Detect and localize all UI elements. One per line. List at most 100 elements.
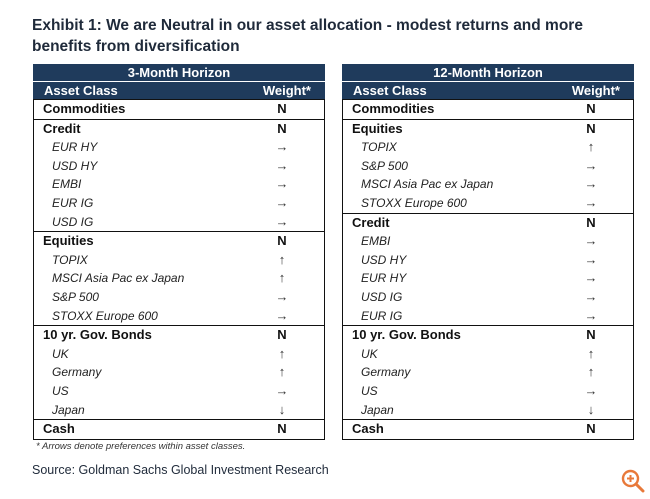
sub-asset-label: Japan: [52, 402, 85, 417]
sub-asset-label: USD IG: [52, 214, 94, 229]
preference-arrow-icon: →: [275, 194, 289, 210]
asset-class-row: 10 yr. Gov. Bonds N: [343, 326, 633, 345]
preference-arrow-icon: →: [584, 194, 598, 210]
sub-asset-label: S&P 500: [52, 289, 99, 304]
asset-class-row: Commodities N: [343, 100, 633, 119]
sub-asset-row: UK ↑: [34, 345, 324, 364]
sub-asset-row: EUR HY →: [343, 269, 633, 288]
asset-class-row: Cash N: [34, 420, 324, 439]
preference-arrow-icon: →: [275, 382, 289, 398]
weight-value: N: [277, 327, 287, 343]
asset-class-label: Cash: [43, 421, 75, 437]
weight-value: N: [586, 101, 596, 116]
footnote: * Arrows denote preferences within asset…: [36, 441, 246, 452]
sub-asset-row: Germany ↑: [34, 363, 324, 382]
asset-class-row: Equities N: [34, 232, 324, 251]
asset-class-label: Equities: [43, 233, 94, 249]
sub-asset-label: STOXX Europe 600: [361, 195, 467, 210]
asset-groups: Commodities N Credit N EUR HY → USD HY → EMBI → EU…: [33, 99, 325, 440]
column-header-row: Asset Class Weight*: [342, 82, 634, 99]
asset-class-header: Asset Class: [44, 83, 118, 98]
preference-arrow-icon: →: [584, 176, 598, 192]
preference-arrow-icon: →: [275, 288, 289, 304]
asset-group: Equities N TOPIX ↑ S&P 500 → MSCI Asia Pac ex …: [342, 119, 634, 214]
sub-asset-row: US →: [343, 382, 633, 401]
sub-asset-row: US →: [34, 382, 324, 401]
preference-arrow-icon: →: [275, 307, 289, 323]
sub-asset-label: USD HY: [52, 158, 98, 173]
preference-arrow-icon: ↑: [278, 270, 286, 286]
preference-arrow-icon: →: [275, 176, 289, 192]
column-header-row: Asset Class Weight*: [33, 82, 325, 99]
sub-asset-row: USD HY →: [343, 251, 633, 270]
sub-asset-label: EUR HY: [52, 140, 98, 155]
asset-groups: Commodities N Equities N TOPIX ↑ S&P 500 → MSCI …: [342, 99, 634, 440]
preference-arrow-icon: ↑: [278, 364, 286, 380]
sub-asset-label: EMBI: [52, 177, 82, 192]
preference-arrow-icon: →: [275, 139, 289, 155]
asset-class-label: Cash: [352, 421, 384, 437]
sub-asset-row: USD IG →: [34, 213, 324, 232]
asset-class-label: Credit: [43, 120, 81, 136]
sub-asset-label: US: [52, 383, 69, 398]
preference-arrow-icon: →: [584, 382, 598, 398]
sub-asset-label: TOPIX: [52, 252, 88, 267]
asset-class-label: Equities: [352, 120, 403, 136]
sub-asset-row: STOXX Europe 600 →: [343, 194, 633, 213]
asset-class-row: Equities N: [343, 120, 633, 139]
sub-asset-label: MSCI Asia Pac ex Japan: [361, 177, 494, 192]
weight-value: N: [277, 120, 287, 136]
sub-asset-row: Germany ↑: [343, 363, 633, 382]
sub-asset-label: USD IG: [361, 289, 403, 304]
source-line: Source: Goldman Sachs Global Investment …: [32, 463, 329, 477]
preference-arrow-icon: ↓: [587, 401, 595, 417]
asset-group: Cash N: [342, 420, 634, 440]
sub-asset-label: UK: [361, 346, 378, 361]
table-12-month: 12-Month Horizon Asset Class Weight* Com…: [342, 64, 634, 440]
preference-arrow-icon: →: [584, 270, 598, 286]
preference-arrow-icon: ↑: [587, 139, 595, 155]
sub-asset-row: UK ↑: [343, 345, 633, 364]
horizon-header: 3-Month Horizon: [33, 64, 325, 82]
preference-arrow-icon: →: [275, 213, 289, 229]
preference-arrow-icon: →: [584, 233, 598, 249]
horizon-header: 12-Month Horizon: [342, 64, 634, 82]
preference-arrow-icon: →: [584, 157, 598, 173]
asset-group: Credit N EUR HY → USD HY → EMBI → EUR IG → USD IG →: [33, 119, 325, 233]
sub-asset-row: TOPIX ↑: [343, 138, 633, 157]
asset-group: Credit N EMBI → USD HY → EUR HY → USD IG → EUR IG →: [342, 213, 634, 327]
sub-asset-label: EMBI: [361, 234, 391, 249]
sub-asset-row: MSCI Asia Pac ex Japan →: [343, 175, 633, 194]
weight-value: N: [586, 327, 596, 343]
preference-arrow-icon: ↑: [278, 345, 286, 361]
sub-asset-label: USD HY: [361, 252, 407, 267]
asset-group: 10 yr. Gov. Bonds N UK ↑ Germany ↑ US → Japan ↓: [342, 326, 634, 421]
table-3-month: 3-Month Horizon Asset Class Weight* Comm…: [33, 64, 325, 440]
sub-asset-row: S&P 500 →: [34, 288, 324, 307]
zoom-in-icon[interactable]: [620, 468, 646, 494]
asset-group: Commodities N: [342, 99, 634, 120]
weight-value: N: [277, 101, 287, 116]
sub-asset-row: EMBI →: [34, 175, 324, 194]
asset-class-row: Credit N: [343, 214, 633, 233]
sub-asset-label: Germany: [361, 365, 411, 380]
sub-asset-row: Japan ↓: [34, 401, 324, 420]
asset-class-label: Credit: [352, 214, 390, 230]
weight-header: Weight*: [262, 83, 311, 98]
weight-value: N: [586, 214, 596, 230]
asset-class-row: Cash N: [343, 420, 633, 439]
sub-asset-label: TOPIX: [361, 140, 397, 155]
sub-asset-row: TOPIX ↑: [34, 251, 324, 270]
asset-class-row: Credit N: [34, 120, 324, 139]
exhibit-title: Exhibit 1: We are Neutral in our asset a…: [32, 17, 583, 55]
sub-asset-row: EMBI →: [343, 232, 633, 251]
asset-group: 10 yr. Gov. Bonds N UK ↑ Germany ↑ US → Japan ↓: [33, 326, 325, 421]
sub-asset-label: S&P 500: [361, 158, 408, 173]
asset-class-label: 10 yr. Gov. Bonds: [43, 327, 152, 343]
preference-arrow-icon: →: [584, 251, 598, 267]
sub-asset-label: EUR IG: [361, 308, 403, 323]
asset-class-row: Commodities N: [34, 100, 324, 119]
asset-class-row: 10 yr. Gov. Bonds N: [34, 326, 324, 345]
asset-group: Cash N: [33, 420, 325, 440]
asset-class-label: 10 yr. Gov. Bonds: [352, 327, 461, 343]
